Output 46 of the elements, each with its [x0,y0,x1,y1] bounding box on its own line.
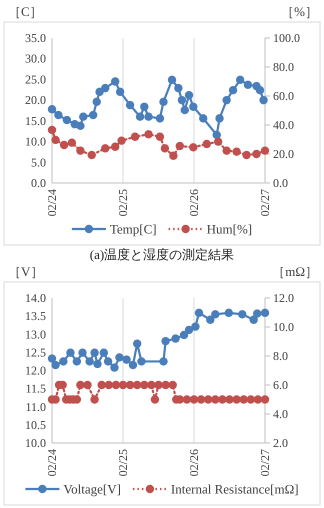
y-axis-title: ［V］ [8,264,44,279]
y2-tick-label: 60.0 [273,89,294,103]
y2-tick-label: 2.0 [273,436,288,450]
y-tick-label: 13.5 [25,309,46,324]
y-tick-label: 10.0 [25,134,46,149]
x-tick-label: 02/24 [45,189,59,216]
y2-tick-label: 100.0 [273,31,300,45]
y-axis-title: ［C］ [8,4,43,19]
y-tick-label: 25.0 [25,72,46,86]
y-tick-label: 5.0 [31,155,46,170]
y-tick-label: 12.5 [25,345,46,360]
legend-label: Voltage[V] [63,482,121,496]
x-tick-label: 02/25 [116,449,130,476]
y-tick-label: 30.0 [25,52,46,66]
y-tick-label: 15.0 [25,114,46,128]
text: (a)温度と湿度の測定結果 [90,247,234,262]
x-tick-label: 02/24 [45,449,59,476]
legend-label: Internal Resistance[mΩ] [170,482,299,496]
y-tick-label: 0.0 [31,176,46,190]
y-tick-label: 14.0 [25,291,46,305]
y2-tick-label: 80.0 [273,60,294,74]
y-tick-label: 12.0 [25,364,46,378]
y2-axis-title: ［mΩ］ [272,264,318,279]
legend-label: Hum[%] [206,222,252,236]
y2-tick-label: 6.0 [273,378,288,392]
x-tick-label: 02/27 [258,189,272,216]
y2-tick-label: 12.0 [273,291,294,305]
y-tick-label: 35.0 [25,31,46,45]
y2-tick-label: 20.0 [273,147,294,161]
x-tick-label: 02/26 [187,189,201,216]
y-tick-label: 20.0 [25,93,46,108]
x-tick-label: 02/26 [187,449,201,476]
y-tick-label: 11.5 [25,382,46,396]
y-tick-label: 13.0 [25,327,46,342]
y2-tick-label: 10.0 [273,320,294,334]
y2-tick-label: 8.0 [273,349,288,363]
y2-tick-label: 0.0 [273,176,288,190]
y-tick-label: 10.0 [25,436,46,450]
legend-label: Temp[C] [110,222,157,236]
y2-tick-label: 40.0 [273,118,294,132]
y-tick-label: 10.5 [25,418,46,432]
y2-tick-label: 4.0 [273,407,288,421]
x-tick-label: 02/25 [116,189,130,216]
x-tick-label: 02/27 [258,449,272,476]
y2-axis-title: ［%］ [281,4,318,19]
y-tick-label: 11.0 [25,400,46,414]
